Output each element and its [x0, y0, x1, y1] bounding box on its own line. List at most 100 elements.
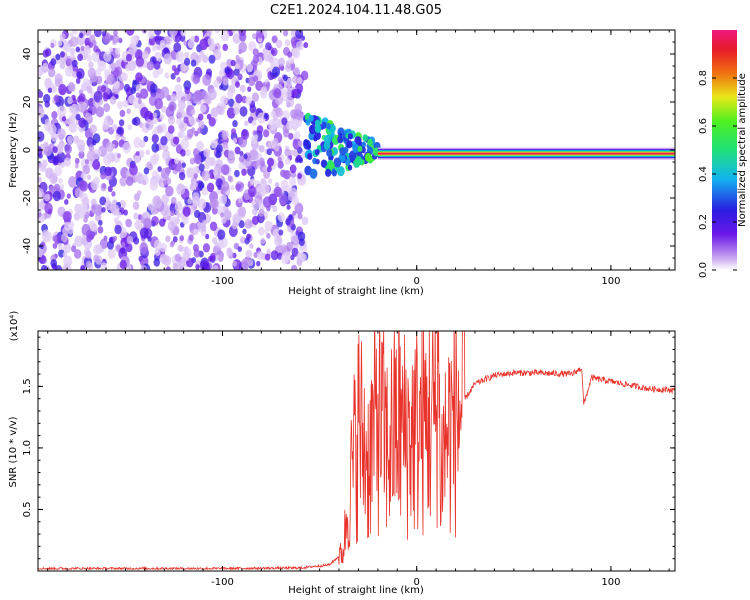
- spectrogram-xtick-label: -100: [211, 276, 234, 287]
- spectrogram-cell: [348, 133, 353, 139]
- spectrogram-cell: [241, 129, 249, 140]
- spectrogram-cell: [264, 229, 268, 234]
- spectrogram-cell: [274, 235, 282, 246]
- spectrogram-cell: [283, 30, 288, 37]
- spectrogram-cell: [173, 136, 179, 144]
- spectrogram-cell: [260, 238, 265, 245]
- spectrogram-cell: [245, 250, 252, 259]
- spectrogram-cell: [184, 87, 190, 94]
- spectrogram-cell: [187, 129, 194, 138]
- spectrogram-cell: [93, 45, 99, 52]
- spectrogram-cell: [266, 82, 270, 87]
- spectrogram-cell: [250, 179, 254, 185]
- colorbar-label: Normalized spectral amplitude: [737, 73, 748, 227]
- spectrogram-cell: [178, 100, 186, 110]
- spectrogram-cell: [114, 225, 121, 235]
- spectrogram-cell: [177, 109, 184, 118]
- spectrogram-cell: [170, 93, 177, 102]
- spectrogram-cell: [127, 124, 132, 130]
- spectrogram-ytick-label: 20: [22, 96, 33, 109]
- spectrogram-cell: [151, 216, 159, 226]
- spectrogram-cell: [282, 170, 289, 179]
- spectrogram-cell: [298, 140, 303, 146]
- spectrogram-cell: [185, 149, 191, 156]
- spectrogram-cell: [63, 252, 68, 258]
- spectrogram-cell: [89, 42, 94, 48]
- spectrogram-cell: [236, 184, 241, 191]
- spectrogram-cell: [173, 263, 179, 270]
- spectrogram-cell: [280, 244, 286, 252]
- spectrogram-cell: [231, 128, 236, 135]
- spectrogram-cell: [239, 151, 243, 156]
- spectrogram-cell: [83, 78, 90, 87]
- spectrogram-cell: [307, 153, 312, 160]
- spectrogram-cell: [41, 265, 48, 274]
- spectrogram-cell: [346, 140, 352, 148]
- spectrogram-cell: [267, 158, 274, 167]
- spectrogram-cell: [247, 86, 251, 91]
- spectrogram-cell: [53, 191, 61, 201]
- spectrogram-cell: [97, 150, 102, 156]
- spectrogram-cell: [121, 72, 128, 81]
- spectrogram-cell: [208, 89, 217, 101]
- spectrogram-cell: [48, 209, 53, 215]
- spectrogram-cell: [70, 36, 78, 47]
- spectrogram-cell: [271, 48, 278, 57]
- spectrogram-xtick-label: 100: [601, 276, 620, 287]
- spectrogram-cell: [161, 87, 170, 98]
- spectrogram-cell: [213, 265, 219, 273]
- spectrogram-cell: [265, 42, 272, 50]
- spectrogram-cell: [122, 100, 128, 108]
- spectrogram-cell: [190, 36, 195, 42]
- colorbar-gradient: [712, 30, 737, 270]
- spectrogram-cell: [143, 212, 148, 219]
- spectrogram-cell: [202, 220, 207, 226]
- spectrogram-cell: [64, 144, 71, 154]
- spectrogram-cell: [114, 217, 119, 223]
- spectrogram-cell: [246, 64, 253, 73]
- spectrogram-cell: [155, 174, 161, 182]
- spectrogram-cell: [196, 141, 204, 151]
- spectrogram-cell: [77, 102, 86, 113]
- spectrogram-cell: [115, 48, 120, 55]
- spectrogram-cell: [362, 134, 368, 141]
- spectrogram-cell: [57, 40, 62, 46]
- spectrogram-ytick-label: -20: [22, 190, 33, 206]
- spectrogram-cell: [67, 97, 73, 104]
- spectrogram-cell: [111, 191, 115, 197]
- spectrogram-cell: [60, 33, 66, 41]
- spectrogram-cell: [184, 52, 189, 59]
- spectrogram-cell: [67, 59, 73, 66]
- spectrogram-cell: [293, 67, 299, 75]
- spectrogram-cell: [77, 140, 85, 151]
- snr-ylabel: SNR (10 * v/v): [8, 416, 19, 487]
- spectrogram-cell: [174, 158, 179, 164]
- spectrogram-cell: [50, 259, 57, 268]
- spectrogram-cell: [190, 98, 194, 104]
- spectrogram-cell: [36, 131, 44, 142]
- snr-ytick-label: 1.5: [22, 378, 33, 394]
- spectrogram-cell: [89, 34, 95, 42]
- spectrogram-cell: [141, 265, 147, 273]
- spectrogram-cell: [228, 150, 235, 159]
- spectrogram-cell: [96, 106, 104, 117]
- spectrogram-cell: [316, 159, 320, 165]
- spectrogram-cell: [85, 112, 91, 120]
- spectrogram-cell: [171, 73, 176, 80]
- spectrogram-cell: [47, 78, 51, 83]
- spectrogram-cell: [176, 118, 182, 126]
- snr-panel: -100 0 1000.51.01.5 (x10⁴) Height of strai…: [8, 268, 675, 596]
- spectrogram-cell: [58, 244, 63, 250]
- spectrogram-cell: [273, 88, 281, 98]
- spectrogram-cell: [227, 175, 232, 181]
- spectrogram-cell: [93, 244, 101, 254]
- spectrogram-cell: [106, 142, 114, 153]
- spectrogram-cell: [163, 53, 172, 64]
- spectrogram-cell: [113, 30, 118, 36]
- spectrogram-cell: [302, 217, 309, 226]
- spectrogram-cell: [187, 198, 192, 204]
- spectrogram-cell: [100, 172, 106, 180]
- spectrogram-cell: [157, 125, 163, 133]
- spectrogram-cell: [179, 172, 185, 180]
- spectrogram-cell: [146, 149, 150, 155]
